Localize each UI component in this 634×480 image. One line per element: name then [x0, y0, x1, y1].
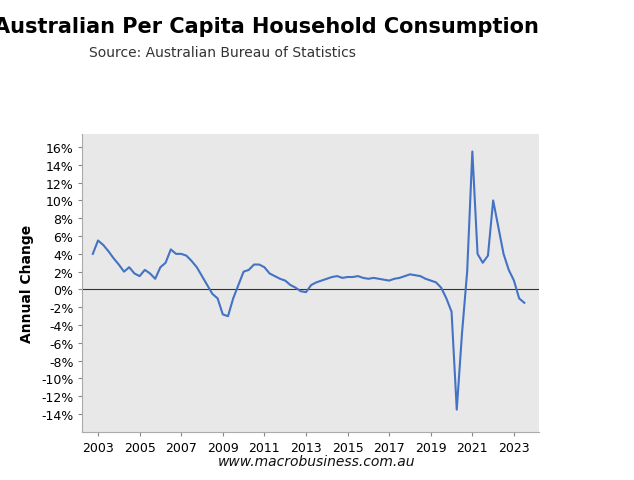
Text: MACRO: MACRO	[519, 20, 588, 38]
Text: Source: Australian Bureau of Statistics: Source: Australian Bureau of Statistics	[89, 46, 356, 60]
Text: www.macrobusiness.com.au: www.macrobusiness.com.au	[218, 454, 416, 468]
Text: BUSINESS: BUSINESS	[520, 46, 586, 60]
Text: Australian Per Capita Household Consumption: Australian Per Capita Household Consumpt…	[0, 17, 539, 37]
Y-axis label: Annual Change: Annual Change	[20, 224, 34, 342]
